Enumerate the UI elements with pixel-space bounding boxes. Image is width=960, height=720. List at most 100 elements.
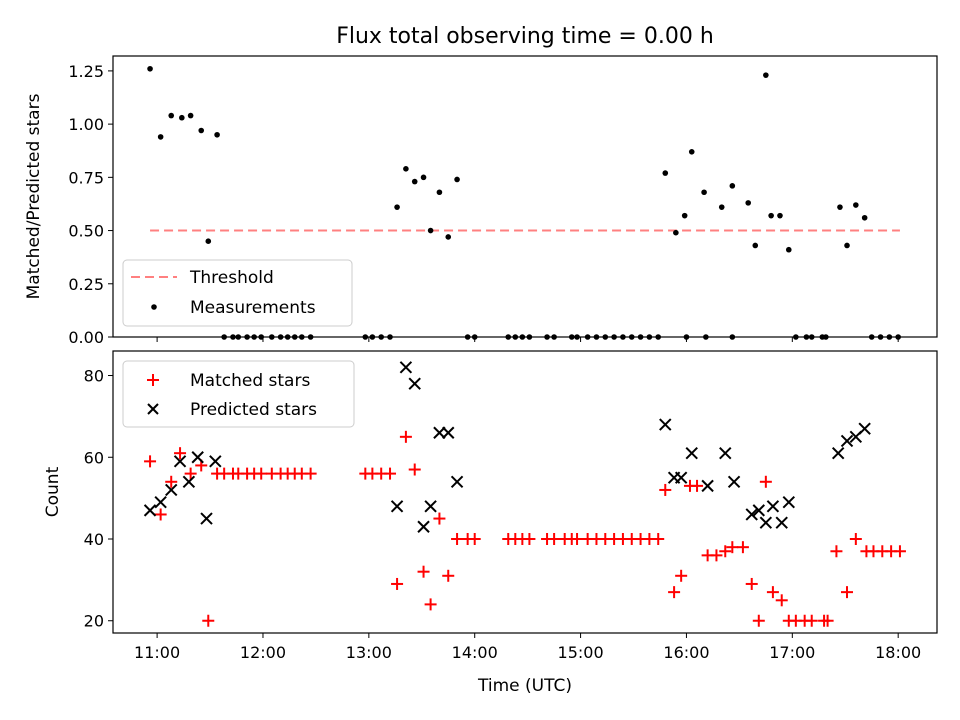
predicted-star-marker <box>766 500 780 513</box>
predicted-star-marker <box>858 422 871 435</box>
matched-star-marker <box>775 594 788 607</box>
bottom-y-tick-label: 60 <box>84 448 104 467</box>
matched-star-marker <box>304 467 317 480</box>
predicted-star-marker <box>727 475 741 488</box>
measurement-point <box>768 212 774 219</box>
measurement-point <box>745 200 752 206</box>
measurement-point <box>729 183 736 189</box>
predicted-star-marker <box>831 446 845 460</box>
matched-star-marker <box>202 614 215 627</box>
x-axis-label: Time (UTC) <box>477 676 572 696</box>
top-y-tick-label: 0.00 <box>68 328 104 347</box>
matched-star-marker <box>752 614 765 627</box>
predicted-star-marker <box>745 508 758 521</box>
measurement-point <box>157 134 164 140</box>
measurement-point <box>403 166 409 172</box>
top-y-tick-label: 1.00 <box>68 115 104 134</box>
measurement-point <box>394 204 400 210</box>
x-tick-label: 16:00 <box>663 643 709 662</box>
top-y-tick-label: 0.25 <box>68 275 104 294</box>
matched-star-marker <box>391 577 404 590</box>
top-y-tick-label: 1.25 <box>68 62 104 81</box>
x-tick-label: 15:00 <box>558 643 604 662</box>
top-panel: 0.00 0.25 0.50 0.75 1.00 1.25 Matched/Predict… <box>24 55 938 347</box>
bottom-axes-frame <box>112 350 938 634</box>
measurement-point <box>198 127 205 134</box>
measurement-point <box>445 234 452 240</box>
predicted-star-marker <box>701 479 714 493</box>
matched-star-marker <box>745 577 758 590</box>
predicted-star-marker <box>433 426 446 439</box>
measurement-point <box>214 131 220 138</box>
predicted-star-marker <box>719 446 732 460</box>
matched-star-marker <box>726 541 739 554</box>
matched-star-marker <box>691 479 704 492</box>
bottom-y-tick-label: 20 <box>84 612 104 631</box>
predicted-star-marker <box>399 361 413 374</box>
matched-star-marker <box>468 533 481 545</box>
predicted-star-marker <box>182 475 196 488</box>
predicted-star-marker <box>775 516 788 529</box>
predicted-star-marker <box>450 475 464 488</box>
measurement-point <box>427 227 434 234</box>
top-legend-box <box>122 259 353 327</box>
matched-star-marker <box>442 569 455 582</box>
predicted-star-marker <box>782 496 795 509</box>
measurement-point <box>763 72 769 78</box>
predicted-star-marker <box>752 504 765 517</box>
measurement-point <box>861 214 868 221</box>
matched-star-marker <box>384 467 397 480</box>
top-x-ticks <box>156 337 899 342</box>
measurement-point <box>701 189 707 196</box>
predicted-star-marker <box>165 483 178 497</box>
predicted-star-marker <box>200 512 213 525</box>
matched-legend-label: Matched stars <box>190 371 310 391</box>
bottom-y-ticks: 20 40 60 80 <box>84 367 113 631</box>
measurement-point <box>681 212 688 219</box>
predicted-star-marker <box>173 455 187 468</box>
x-tick-label: 13:00 <box>346 643 392 662</box>
measurement-point <box>168 112 175 119</box>
predicted-star-marker <box>209 455 222 468</box>
matched-star-marker <box>523 533 536 545</box>
x-tick-label: 17:00 <box>769 643 815 662</box>
measurement-point <box>187 112 194 119</box>
measurement-point <box>837 204 843 210</box>
matched-star-marker <box>821 614 834 627</box>
top-y-tick-label: 0.75 <box>68 168 104 187</box>
predicted-star-marker <box>659 418 672 431</box>
x-tick-label: 11:00 <box>134 643 180 662</box>
measurement-point <box>844 242 850 249</box>
predicted-star-marker <box>417 520 430 533</box>
x-tick-label: 18:00 <box>875 643 921 662</box>
predicted-star-marker <box>442 426 455 439</box>
top-y-axis-label: Matched/Predicted stars <box>24 93 44 299</box>
matched-star-marker <box>675 569 688 582</box>
predicted-star-marker <box>143 504 157 517</box>
measurements-legend-swatch <box>151 304 157 310</box>
measurement-point <box>662 170 669 176</box>
measurement-point <box>411 178 418 185</box>
bottom-x-ticks: 11:00 12:00 13:00 14:00 15:00 16:00 17:00 18:00 <box>134 633 921 662</box>
matched-legend-swatch <box>147 374 159 386</box>
predicted-star-marker <box>759 516 773 529</box>
predicted-star-marker <box>840 434 854 448</box>
matched-star-marker <box>417 565 430 578</box>
matched-star-marker <box>736 541 749 554</box>
matched-star-marker <box>184 467 197 480</box>
measurement-point <box>752 242 759 249</box>
predicted-legend-swatch <box>147 403 159 415</box>
top-chart-title: Flux total observing time = 0.00 h <box>336 24 714 49</box>
matched-star-marker <box>571 533 584 545</box>
matched-star-marker <box>668 586 681 599</box>
measurement-point <box>420 174 427 181</box>
measurement-point <box>454 176 460 183</box>
matched-star-marker <box>154 508 167 521</box>
bottom-legend-box <box>122 360 355 428</box>
predicted-legend-label: Predicted stars <box>190 400 317 420</box>
measurement-point <box>436 189 443 196</box>
predicted-star-marker <box>191 451 204 464</box>
matched-star-marker <box>830 545 843 558</box>
